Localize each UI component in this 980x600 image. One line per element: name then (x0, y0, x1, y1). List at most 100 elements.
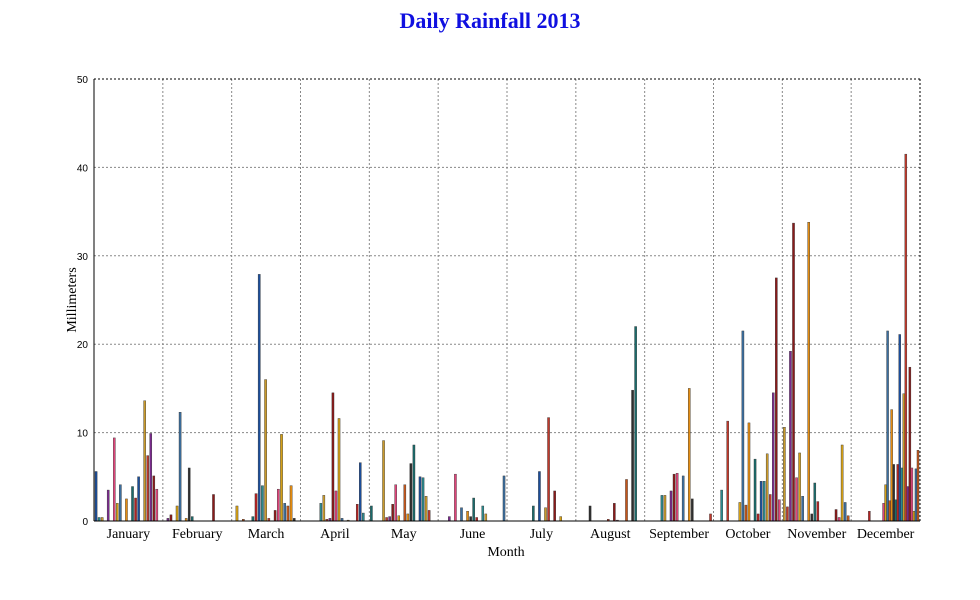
y-axis-label: Millimeters (65, 267, 80, 332)
x-tick-label: December (857, 527, 915, 542)
bar (914, 468, 918, 522)
bar (778, 499, 781, 522)
bar (97, 517, 101, 522)
bar (588, 505, 592, 522)
bar (277, 488, 280, 522)
bar (553, 490, 556, 522)
bar (251, 516, 255, 522)
grid-lines (94, 78, 920, 521)
bar (391, 504, 394, 522)
x-tick-label: October (725, 527, 770, 542)
bar (726, 420, 729, 522)
bar (125, 498, 128, 522)
bar (910, 467, 914, 522)
bar (720, 489, 723, 522)
bar (765, 453, 769, 522)
bar (334, 490, 338, 522)
bar (427, 510, 431, 522)
bar (273, 510, 277, 522)
bar (319, 503, 323, 522)
bar (370, 505, 373, 522)
bar (448, 516, 451, 522)
bar (888, 500, 891, 522)
bar (747, 422, 751, 522)
bar (840, 444, 844, 522)
bar (660, 495, 664, 522)
bar (807, 222, 810, 522)
bar (532, 505, 535, 522)
bar (469, 516, 472, 522)
bar (412, 444, 416, 522)
bar (190, 516, 194, 522)
bar (119, 484, 122, 522)
x-tick-label: September (649, 527, 709, 542)
bar (613, 503, 616, 522)
bar (663, 495, 667, 522)
y-tick-labels: 0 10 20 30 40 50 (77, 75, 89, 528)
bar (846, 515, 850, 522)
bar (868, 511, 871, 522)
bar (418, 476, 422, 522)
bar (783, 427, 786, 522)
bar (547, 417, 550, 522)
bar (460, 507, 463, 522)
bar (100, 517, 104, 522)
bar (789, 351, 792, 522)
bar (355, 504, 359, 522)
bar (709, 513, 712, 522)
bar (385, 517, 388, 522)
bar (143, 400, 146, 522)
bar (421, 477, 425, 522)
bar (283, 503, 287, 522)
bar (261, 485, 264, 522)
bar (792, 222, 795, 522)
bar (175, 505, 179, 522)
bar (134, 497, 137, 522)
bar (898, 334, 901, 522)
bar (424, 496, 428, 522)
bar (254, 493, 258, 522)
y-tick-label: 50 (77, 75, 89, 86)
y-tick-label: 40 (77, 163, 89, 174)
bar (681, 475, 685, 522)
bar (472, 497, 475, 522)
x-tick-label: February (172, 527, 223, 542)
bar (882, 503, 885, 522)
bar (884, 484, 887, 522)
x-tick-label: May (391, 527, 417, 542)
bar (331, 392, 335, 522)
bar (113, 437, 116, 522)
bar (768, 494, 772, 522)
y-tick-label: 0 (82, 517, 88, 528)
bar (502, 475, 506, 522)
y-tick-label: 10 (77, 429, 89, 440)
bar (116, 503, 119, 522)
x-tick-label: April (320, 527, 350, 542)
bar (559, 516, 562, 522)
y-tick-label: 30 (77, 252, 89, 263)
bar (169, 514, 173, 522)
bar (187, 467, 191, 522)
bar (152, 475, 156, 522)
bar (631, 389, 634, 522)
bar (212, 494, 215, 522)
bar (634, 326, 637, 522)
bar (902, 393, 905, 522)
bar (904, 153, 908, 522)
bar (912, 511, 916, 522)
bar (403, 484, 407, 522)
x-tick-label: January (107, 527, 151, 542)
bar (466, 511, 469, 522)
bar (900, 467, 903, 522)
x-tick-label: June (460, 527, 486, 542)
bar (146, 455, 149, 522)
bar (816, 501, 820, 522)
bar (394, 484, 397, 522)
bar (475, 517, 478, 522)
chart-title: Daily Rainfall 2013 (399, 8, 581, 33)
bar (538, 471, 541, 522)
bar (155, 488, 159, 522)
bar (359, 462, 362, 522)
bar (834, 509, 838, 522)
bar (837, 517, 841, 522)
